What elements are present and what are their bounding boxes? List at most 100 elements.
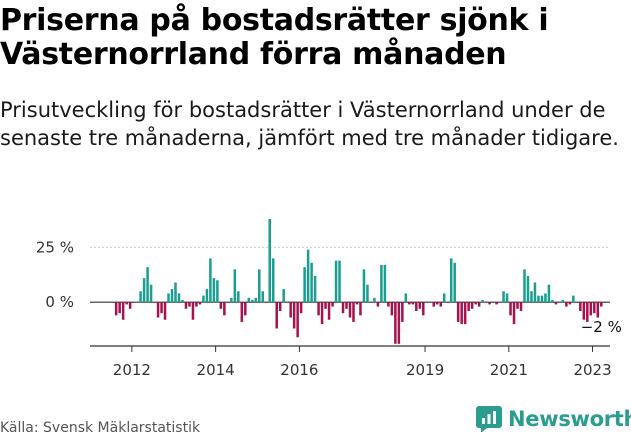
bar-negative bbox=[188, 302, 191, 307]
bar-layer bbox=[114, 219, 603, 344]
bar-negative bbox=[579, 302, 582, 311]
bar-positive bbox=[404, 293, 408, 303]
bar-negative bbox=[160, 302, 163, 314]
bar-negative bbox=[593, 302, 596, 314]
y-tick-label: 0 % bbox=[45, 293, 74, 311]
bar-positive bbox=[251, 300, 254, 303]
page-subtitle: Prisutveckling för bostadsrätter i Väste… bbox=[0, 98, 619, 150]
bar-negative bbox=[394, 302, 397, 344]
bar-positive bbox=[572, 295, 575, 303]
bar-positive bbox=[167, 293, 170, 303]
bar-negative bbox=[223, 302, 226, 316]
bar-positive bbox=[547, 284, 551, 303]
x-tick-label: 2014 bbox=[197, 361, 235, 379]
y-tick-label: 25 % bbox=[36, 238, 74, 256]
bar-positive bbox=[551, 300, 554, 303]
bar-positive bbox=[481, 300, 484, 303]
bar-negative bbox=[156, 302, 160, 318]
bar-negative bbox=[495, 302, 498, 305]
bar-negative bbox=[327, 302, 331, 320]
bar-positive bbox=[453, 262, 456, 303]
bar-positive bbox=[261, 291, 265, 303]
bar-negative bbox=[411, 302, 415, 305]
bar-negative bbox=[418, 302, 422, 309]
bar-negative bbox=[390, 302, 394, 316]
bar-negative bbox=[432, 302, 436, 307]
bar-positive bbox=[303, 267, 306, 303]
bar-negative bbox=[422, 302, 425, 316]
bar-negative bbox=[415, 302, 418, 311]
bar-negative bbox=[345, 302, 348, 309]
bar-negative bbox=[586, 302, 589, 322]
bar-negative bbox=[114, 302, 118, 316]
bar-negative bbox=[600, 302, 603, 307]
bar-positive bbox=[373, 297, 376, 303]
bar-positive bbox=[530, 291, 533, 303]
bar-negative bbox=[516, 302, 519, 309]
bar-negative bbox=[240, 302, 244, 322]
bar-positive bbox=[237, 291, 240, 303]
bar-positive bbox=[271, 258, 275, 303]
x-tick-label: 2016 bbox=[280, 361, 318, 379]
bar-positive bbox=[142, 278, 146, 303]
bar-negative bbox=[596, 302, 600, 318]
bar-negative bbox=[467, 302, 470, 311]
bar-negative bbox=[359, 302, 362, 316]
axis-layer: 25 % 0 % 2012 2014 2016 2019 2021 2023 −2 % bbox=[36, 238, 622, 379]
bar-negative bbox=[352, 302, 355, 322]
bar-negative bbox=[118, 302, 121, 314]
bar-positive bbox=[537, 295, 540, 303]
bar-negative bbox=[219, 302, 223, 309]
latest-value-annotation: −2 % bbox=[581, 318, 622, 336]
bar-positive bbox=[212, 278, 216, 303]
bar-positive bbox=[449, 258, 453, 303]
bar-positive bbox=[362, 269, 366, 303]
bar-positive bbox=[544, 293, 547, 303]
bar-negative bbox=[292, 302, 296, 329]
page-title: Priserna på bostadsrätter sjönk i Väster… bbox=[0, 3, 549, 72]
bar-negative bbox=[470, 302, 474, 309]
bar-positive bbox=[282, 289, 285, 303]
bar-negative bbox=[519, 302, 523, 311]
bar-positive bbox=[230, 297, 233, 303]
bar-negative bbox=[320, 302, 324, 325]
brand-name: Newsworthy bbox=[508, 407, 631, 431]
bar-negative bbox=[278, 302, 282, 311]
bar-negative bbox=[198, 302, 202, 305]
bar-negative bbox=[341, 302, 345, 314]
bar-positive bbox=[254, 297, 258, 303]
x-tick-label: 2012 bbox=[113, 361, 151, 379]
bar-positive bbox=[383, 264, 387, 303]
bar-negative bbox=[348, 302, 352, 318]
bar-positive bbox=[306, 249, 310, 303]
bar-negative bbox=[296, 302, 299, 338]
bar-negative bbox=[163, 302, 167, 320]
brand-logo: Newsworthy bbox=[476, 406, 631, 432]
bar-negative bbox=[589, 302, 593, 316]
source-note: Källa: Svensk Mäklarstatistik bbox=[0, 420, 201, 436]
bar-negative bbox=[439, 302, 442, 307]
bar-negative bbox=[509, 302, 512, 316]
bar-positive bbox=[380, 264, 383, 303]
bar-negative bbox=[125, 302, 128, 305]
bar-negative bbox=[324, 302, 327, 309]
bar-positive bbox=[502, 291, 505, 303]
bar-negative bbox=[128, 302, 132, 309]
bar-negative bbox=[512, 302, 516, 325]
bar-negative bbox=[299, 302, 303, 314]
price-change-chart: 25 % 0 % 2012 2014 2016 2019 2021 2023 −2 % bbox=[36, 219, 622, 379]
bar-negative bbox=[191, 302, 195, 320]
bar-negative bbox=[275, 302, 278, 329]
newsworthy-logo-icon bbox=[476, 406, 502, 432]
bar-negative bbox=[460, 302, 463, 325]
bar-positive bbox=[533, 282, 537, 303]
bar-positive bbox=[258, 269, 261, 303]
bar-positive bbox=[561, 300, 565, 303]
bar-negative bbox=[331, 302, 334, 307]
bar-positive bbox=[149, 284, 153, 303]
bar-positive bbox=[216, 280, 219, 303]
bar-positive bbox=[505, 293, 509, 303]
bar-negative bbox=[582, 302, 586, 320]
bar-positive bbox=[205, 289, 209, 303]
bar-positive bbox=[139, 291, 142, 303]
